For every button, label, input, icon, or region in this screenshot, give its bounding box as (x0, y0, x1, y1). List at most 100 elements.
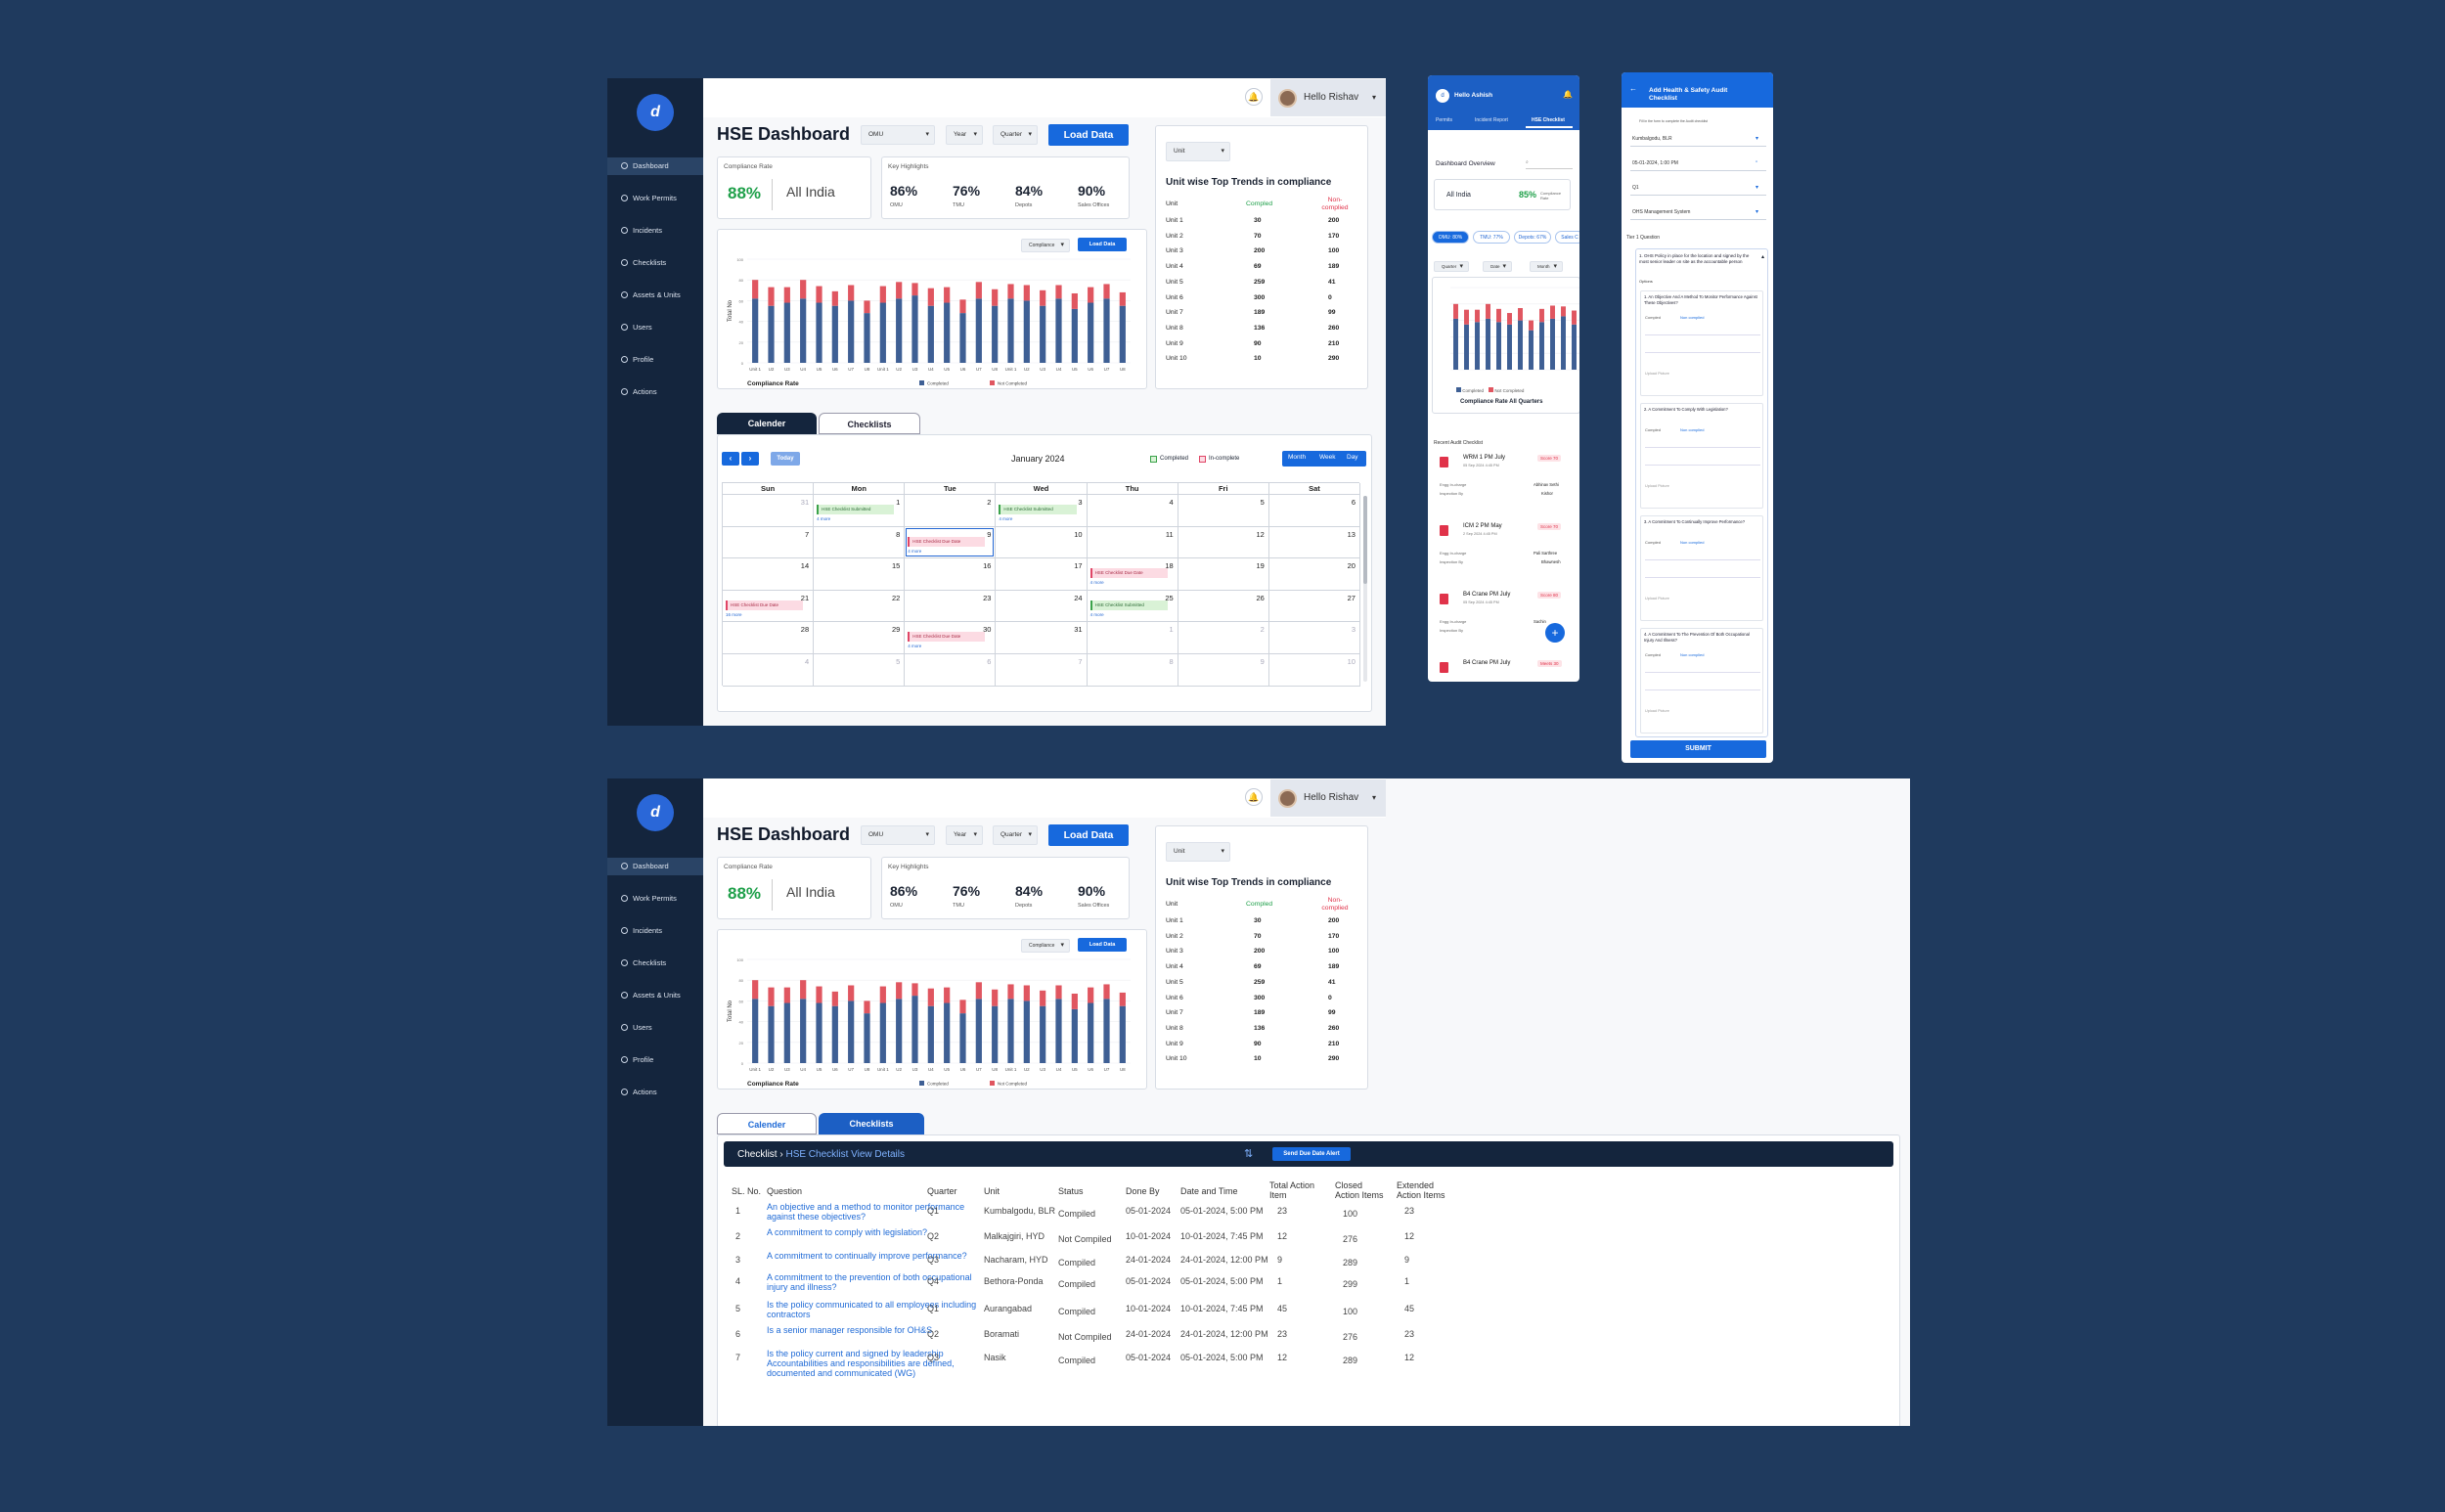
tab-checklists[interactable]: Checklists (819, 413, 920, 434)
sidebar-item-users[interactable]: Users (607, 319, 703, 336)
bell-icon[interactable]: 🔔 (1245, 88, 1263, 106)
bar-not-completed[interactable] (975, 282, 982, 299)
bar-not-completed[interactable] (1007, 984, 1014, 1000)
column-header[interactable]: Status (1058, 1186, 1084, 1196)
bar-completed[interactable] (1103, 298, 1110, 363)
calendar-day[interactable]: 30 (905, 622, 997, 654)
more-events-link[interactable]: 4 more (1089, 611, 1104, 617)
bar-completed[interactable] (975, 298, 982, 363)
calendar-day[interactable]: 5 (1178, 495, 1269, 527)
compliance-select[interactable]: Compliance (1021, 939, 1070, 953)
bar-not-completed[interactable] (768, 287, 775, 306)
bar-completed[interactable] (879, 1002, 886, 1063)
bar-completed[interactable] (1572, 324, 1577, 370)
bar-not-completed[interactable] (783, 987, 790, 1003)
calendar-day[interactable]: 26 (1178, 590, 1269, 623)
bar-not-completed[interactable] (848, 985, 855, 1001)
bar-not-completed[interactable] (752, 280, 759, 299)
bar-completed[interactable] (783, 1002, 790, 1063)
radio-not-completed[interactable]: Non complied (1680, 652, 1705, 657)
bar-completed[interactable] (1561, 316, 1566, 370)
bar-not-completed[interactable] (1464, 309, 1469, 325)
tab-checklists[interactable]: Checklists (819, 1113, 924, 1134)
bar-completed[interactable] (911, 295, 918, 363)
bar-not-completed[interactable] (1071, 292, 1078, 309)
mobile-month-select[interactable]: Month (1530, 261, 1563, 272)
bar-completed[interactable] (1496, 322, 1501, 370)
bar-not-completed[interactable] (864, 1001, 870, 1014)
bar-not-completed[interactable] (1040, 990, 1046, 1006)
bar-completed[interactable] (959, 1013, 966, 1063)
bar-completed[interactable] (1040, 305, 1046, 363)
sidebar-item-work-permits[interactable]: Work Permits (607, 190, 703, 207)
audit-name[interactable]: WRM 1 PM July (1463, 455, 1506, 461)
mobile-date-select[interactable]: Date (1483, 261, 1512, 272)
form-field[interactable]: 05-01-2024, 1:00 PM ▫ (1630, 157, 1766, 171)
question-link[interactable]: Is a senior manager responsible for OH&S (767, 1325, 933, 1335)
bar-completed[interactable] (1119, 305, 1126, 363)
bar-completed[interactable] (944, 1002, 951, 1063)
mobile-quarter-select[interactable]: Quarter (1434, 261, 1469, 272)
calendar-day[interactable]: 16 (905, 558, 997, 591)
calendar-day[interactable]: 2 (905, 495, 997, 527)
calendar-day[interactable]: 2 (1178, 622, 1269, 654)
bar-not-completed[interactable] (944, 987, 951, 1003)
bar-not-completed[interactable] (816, 986, 822, 1003)
bar-completed[interactable] (864, 313, 870, 363)
question-link[interactable]: An objective and a method to monitor per… (767, 1202, 965, 1222)
bar-completed[interactable] (1464, 324, 1469, 370)
bar-not-completed[interactable] (975, 982, 982, 1000)
bar-completed[interactable] (1103, 999, 1110, 1063)
bar-not-completed[interactable] (1507, 313, 1512, 325)
bar-completed[interactable] (1007, 999, 1014, 1063)
bar-completed[interactable] (927, 305, 934, 363)
calendar-day[interactable]: 11 (1087, 526, 1178, 559)
sidebar-item-assets[interactable]: Assets & Units (607, 287, 703, 304)
chip-depots[interactable]: Depots: 67% (1514, 231, 1551, 244)
bar-completed[interactable] (800, 999, 807, 1063)
audit-name[interactable]: ICM 2 PM May (1463, 523, 1502, 529)
tab-calendar[interactable]: Calender (717, 413, 817, 434)
bar-completed[interactable] (1507, 324, 1512, 370)
send-due-date-alert-button[interactable]: Send Due Date Alert (1272, 1147, 1351, 1161)
question-link[interactable]: A commitment to continually improve perf… (767, 1251, 967, 1261)
sidebar-item-actions[interactable]: Actions (607, 383, 703, 401)
omu-select[interactable]: OMU (861, 125, 935, 145)
bar-completed[interactable] (992, 1005, 999, 1063)
bar-not-completed[interactable] (927, 288, 934, 306)
form-field[interactable]: Q1 ▾ (1630, 182, 1766, 196)
sidebar-item-dashboard[interactable]: Dashboard (607, 157, 703, 175)
bar-not-completed[interactable] (1539, 308, 1544, 323)
bar-completed[interactable] (768, 305, 775, 363)
bar-not-completed[interactable] (1518, 308, 1523, 321)
sidebar-item-work-permits[interactable]: Work Permits (607, 890, 703, 908)
calendar-day[interactable]: 10 (1268, 654, 1360, 687)
bar-completed[interactable] (752, 999, 759, 1063)
upload-picture[interactable]: Upload Picture (1645, 709, 1669, 713)
calendar-day[interactable]: 12 (1178, 526, 1269, 559)
bar-completed[interactable] (752, 298, 759, 363)
upload-picture[interactable]: Upload Picture (1645, 484, 1669, 488)
bar-completed[interactable] (896, 999, 903, 1063)
sidebar-item-profile[interactable]: Profile (607, 351, 703, 369)
calendar-day[interactable]: 22 (814, 590, 906, 623)
more-events-link[interactable]: 4 more (817, 516, 831, 521)
bar-not-completed[interactable] (831, 290, 838, 306)
mobile-tab-hse[interactable]: HSE Checklist (1532, 117, 1565, 123)
calendar-day[interactable]: 21 (723, 590, 815, 623)
bar-completed[interactable] (848, 1001, 855, 1063)
bar-completed[interactable] (1550, 318, 1555, 370)
chevron-up-icon[interactable]: ▴ (1761, 254, 1765, 260)
view-month-button[interactable]: Month (1288, 454, 1307, 461)
calendar-day[interactable]: 1 (1087, 622, 1178, 654)
mobile-search-icon[interactable]: ⌕ (1526, 159, 1573, 169)
bar-completed[interactable] (1055, 999, 1062, 1063)
bar-not-completed[interactable] (1529, 320, 1534, 331)
user-menu[interactable]: Hello Rishav ▾ (1270, 79, 1386, 116)
bar-completed[interactable] (1040, 1005, 1046, 1063)
calendar-day[interactable]: 5 (814, 654, 906, 687)
load-data-button[interactable]: Load Data (1048, 824, 1129, 846)
calendar-day[interactable]: 3 (1268, 622, 1360, 654)
chip-omu[interactable]: OMU: 80% (1432, 231, 1469, 244)
bar-not-completed[interactable] (1088, 987, 1094, 1003)
